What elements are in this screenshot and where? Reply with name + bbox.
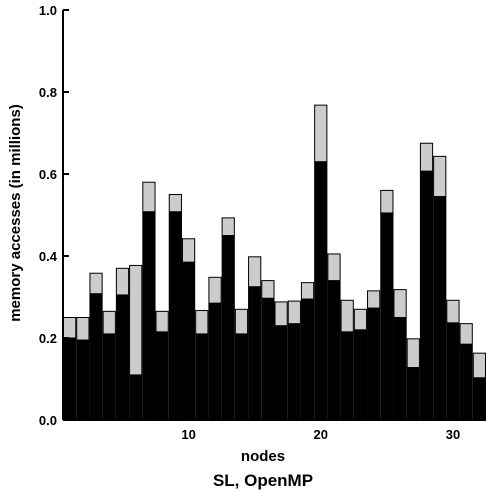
bar-node-17-black: [274, 325, 288, 420]
bar-node-2-black: [76, 340, 90, 420]
x-tick-label: 30: [446, 427, 460, 442]
bar-node-22-black: [340, 331, 354, 420]
bar-node-25-gray: [380, 189, 394, 214]
bar-node-23-gray: [353, 308, 368, 331]
bar-node-16-black: [261, 298, 275, 420]
bar-node-21-gray: [327, 253, 341, 282]
bar-node-7-black: [142, 211, 156, 420]
bar-node-13-gray: [221, 217, 235, 236]
y-tick-label: 0.4: [39, 249, 58, 264]
y-tick-label: 0.6: [39, 167, 57, 182]
x-ticks-group: 10 20 30: [181, 414, 460, 442]
bar-node-17-gray: [274, 301, 288, 327]
bar-node-1-black: [63, 338, 77, 420]
x-tick-label: 20: [314, 427, 328, 442]
bar-node-29-gray: [433, 155, 447, 198]
bar-node-15-black: [248, 286, 262, 420]
bar-node-27-gray: [406, 338, 420, 369]
bar-node-21-black: [327, 280, 341, 420]
x-tick-label: 10: [181, 427, 195, 442]
bar-node-10-gray: [181, 238, 196, 263]
y-tick-label: 0.2: [39, 331, 57, 346]
bar-node-26-gray: [393, 289, 407, 318]
bar-node-9-black: [168, 211, 182, 420]
bar-node-8-black: [155, 331, 169, 420]
bar-node-6-gray: [129, 264, 143, 376]
bar-node-28-gray: [419, 142, 434, 172]
bar-node-12-gray: [208, 276, 222, 304]
bar-node-12-black: [208, 303, 222, 420]
bar-node-19-gray: [300, 282, 315, 300]
y-tick-label: 0.8: [39, 85, 57, 100]
bar-node-25-black: [380, 212, 394, 420]
bar-node-26-black: [393, 317, 407, 420]
bar-node-20-gray: [314, 104, 328, 163]
bar-node-5-black: [115, 294, 130, 420]
bar-node-4-black: [102, 333, 116, 420]
bar-node-3-gray: [89, 272, 103, 295]
y-tick-label: 0.0: [39, 413, 57, 428]
bar-node-23-black: [353, 329, 368, 420]
bar-node-8-gray: [155, 310, 169, 333]
y-tick-label: 1.0: [39, 3, 57, 18]
bar-node-20-black: [314, 161, 328, 420]
bar-node-11-black: [195, 333, 209, 420]
bars-group: [63, 104, 486, 420]
bar-node-4-gray: [102, 310, 116, 335]
x-axis-title: nodes: [241, 448, 285, 465]
bar-node-19-black: [300, 299, 315, 420]
y-axis-title: memory accesses (in millions): [7, 104, 24, 322]
axes-group: [62, 10, 486, 421]
bar-node-1-gray: [63, 317, 77, 339]
bar-node-2-gray: [76, 317, 90, 341]
bar-node-22-gray: [340, 299, 354, 333]
bar-node-27-black: [406, 367, 420, 420]
bar-node-24-gray: [367, 290, 381, 309]
bar-node-14-gray: [234, 308, 249, 335]
bar-node-18-black: [287, 323, 301, 420]
bar-node-24-black: [367, 308, 381, 420]
bar-node-31-black: [459, 344, 473, 420]
bar-node-29-black: [433, 196, 447, 420]
bar-node-3-black: [89, 293, 103, 420]
bar-node-30-black: [446, 322, 460, 420]
bar-node-6-black: [129, 374, 143, 420]
bar-node-30-gray: [446, 299, 460, 324]
bar-node-16-gray: [261, 280, 275, 299]
bar-node-28-black: [419, 171, 434, 420]
bar-node-18-gray: [287, 300, 301, 325]
bar-node-32-black: [472, 377, 486, 420]
bar-node-14-black: [234, 333, 249, 420]
bar-node-13-black: [221, 235, 235, 420]
bar-node-9-gray: [168, 194, 182, 213]
bar-node-31-gray: [459, 323, 473, 345]
bar-node-11-gray: [195, 310, 209, 335]
bar-node-7-gray: [142, 181, 156, 213]
bar-node-32-gray: [472, 352, 486, 379]
bar-node-15-gray: [248, 256, 262, 288]
y-ticks-group: 0.0 0.2 0.4 0.6 0.8 1.0: [39, 3, 69, 428]
chart-caption: SL, OpenMP: [213, 471, 313, 490]
bar-node-5-gray: [115, 267, 130, 296]
bar-node-10-black: [181, 262, 196, 420]
